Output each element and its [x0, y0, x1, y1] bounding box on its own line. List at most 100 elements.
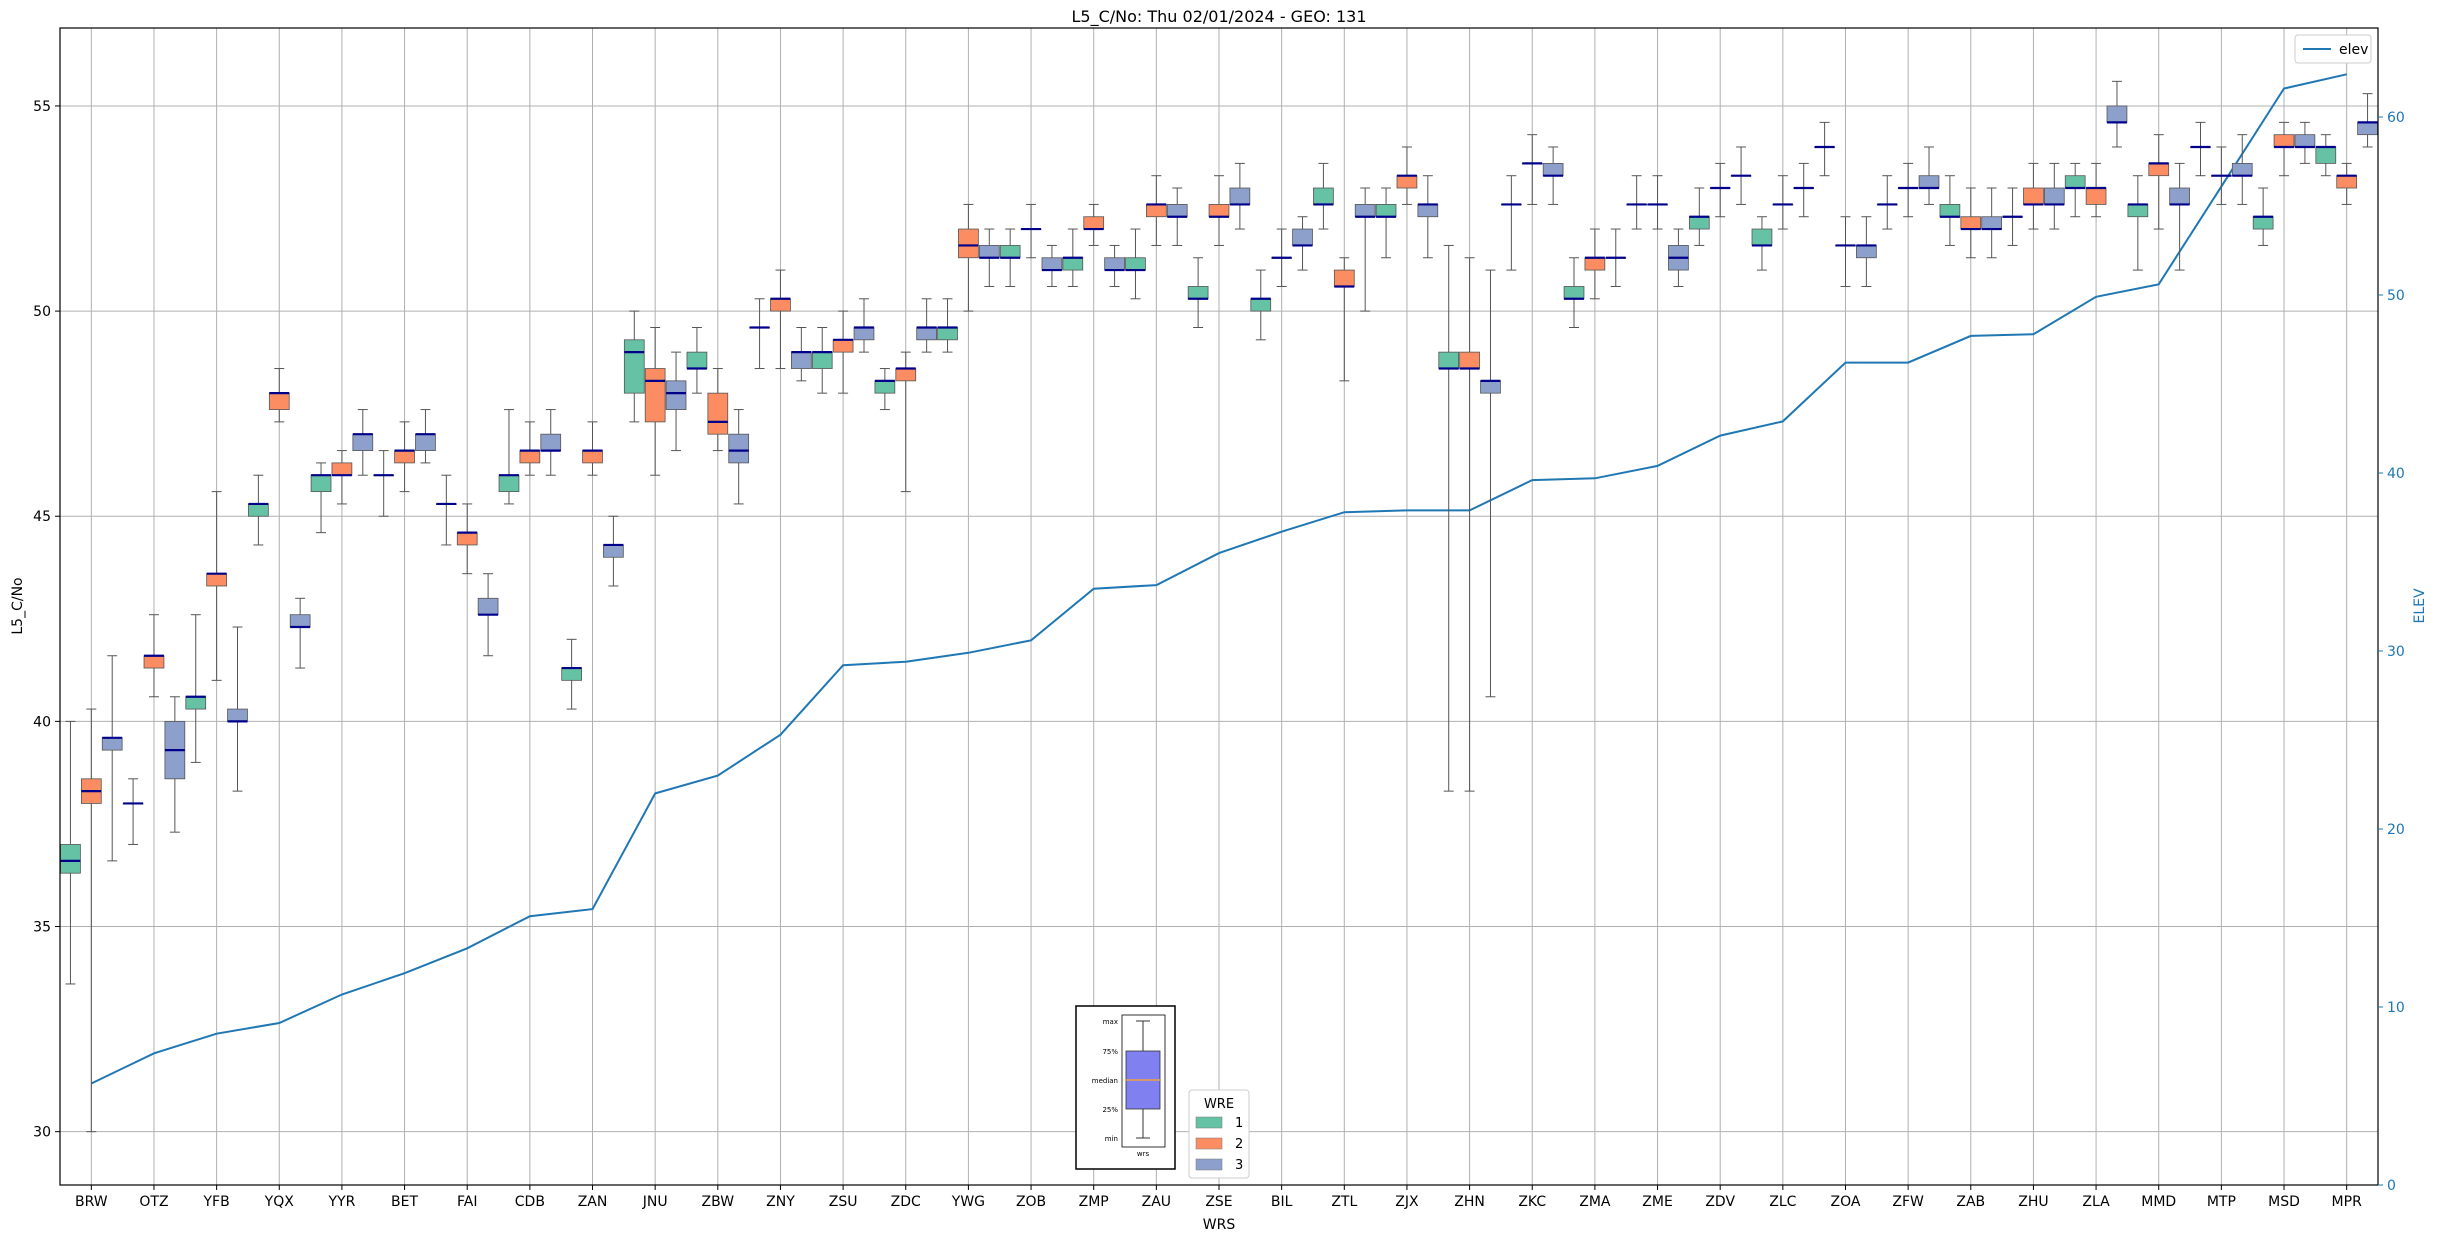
box-brw-wre3	[101, 655, 123, 862]
grid	[60, 28, 2378, 1185]
box-zlc-wre3	[1793, 162, 1815, 218]
box-zme-wre2	[1647, 175, 1668, 230]
box-mtp-wre1	[2190, 121, 2211, 177]
x-tick-label: ZAU	[1142, 1194, 1171, 1210]
box-body	[1146, 204, 1167, 218]
y2-tick-label: 20	[2387, 822, 2405, 838]
x-axis-label: WRS	[1203, 1217, 1236, 1233]
box-zdc-wre1	[874, 368, 896, 411]
box-zdc-wre3	[916, 298, 937, 353]
box-mtp-wre3	[2231, 134, 2253, 205]
x-tick-label: ZDV	[1705, 1194, 1735, 1210]
box-zny-wre1	[749, 298, 770, 370]
x-tick-label: MSD	[2268, 1194, 2300, 1210]
x-tick-label: MPR	[2332, 1194, 2363, 1210]
box-body	[916, 327, 937, 341]
x-tick-label: ZOB	[1016, 1194, 1046, 1210]
box-mpr-wre2	[2336, 162, 2358, 205]
x-tick-label: MTP	[2207, 1194, 2236, 1210]
box-body	[644, 368, 666, 423]
box-otz-wre1	[122, 778, 144, 845]
x-tick-label: FAI	[457, 1194, 477, 1210]
x-tick-label: ZBW	[702, 1194, 735, 1210]
box-body	[2023, 187, 2044, 205]
x-tick-label: ZLC	[1769, 1194, 1796, 1210]
box-body	[477, 597, 499, 616]
box-body	[268, 392, 290, 410]
boxes	[60, 80, 2378, 1133]
wre-legend-swatch-3	[1195, 1158, 1223, 1171]
box-zob-wre1	[999, 228, 1021, 287]
box-body	[1459, 351, 1480, 369]
x-tick-label: ZHU	[2018, 1194, 2048, 1210]
wre-legend-label-3: 3	[1235, 1158, 1243, 1173]
box-zob-wre2	[1020, 203, 1042, 259]
x-tick-label: ZAN	[578, 1194, 608, 1210]
box-body	[561, 667, 582, 681]
box-body	[1083, 216, 1105, 230]
boxplot-key: max 75% median 25% min wrs	[1075, 1005, 1176, 1170]
box-jnu-wre1	[623, 310, 645, 423]
box-body	[707, 392, 729, 435]
box-bet-wre2	[394, 421, 415, 493]
y-tick-label: 30	[33, 1125, 51, 1141]
box-body	[1354, 204, 1376, 218]
box-mmd-wre1	[2127, 175, 2149, 271]
box-bil-wre1	[1250, 269, 1272, 341]
y2-tick-label: 40	[2387, 466, 2405, 482]
box-body	[2127, 204, 2149, 218]
box-zhn-wre1	[1438, 244, 1460, 792]
box-body	[1187, 286, 1209, 300]
box-body	[978, 245, 1000, 259]
x-tick-label: ZTL	[1331, 1194, 1357, 1210]
y2-tick-label: 10	[2387, 1000, 2405, 1016]
box-body	[498, 474, 520, 493]
x-tick-label: ZSU	[829, 1194, 858, 1210]
wre-legend-frame	[1188, 1089, 1250, 1179]
box-body	[101, 737, 123, 751]
box-yfb-wre2	[206, 491, 227, 681]
box-body	[1584, 257, 1606, 271]
box-zla-wre1	[2064, 162, 2086, 218]
box-body	[1688, 216, 1710, 230]
box-zse-wre1	[1187, 257, 1209, 329]
box-zhu-wre1	[2002, 187, 2023, 246]
box-zse-wre2	[1208, 175, 1230, 246]
box-body	[227, 708, 248, 722]
box-zob-wre3	[1041, 244, 1063, 287]
boxplot-key-xlabel: wrs	[1137, 1150, 1150, 1158]
box-zsu-wre1	[811, 327, 833, 394]
box-fai-wre3	[477, 573, 499, 657]
box-zab-wre3	[1981, 187, 2003, 259]
x-tick-label: ZFW	[1892, 1194, 1924, 1210]
box-body	[2085, 187, 2107, 205]
box-yqx-wre2	[268, 368, 290, 423]
box-body	[853, 327, 875, 341]
box-otz-wre2	[143, 614, 165, 698]
box-body	[2252, 216, 2274, 230]
box-fai-wre1	[435, 474, 457, 546]
y2-tick-label: 0	[2387, 1178, 2396, 1194]
box-zlc-wre1	[1751, 216, 1773, 271]
box-body	[686, 351, 708, 369]
box-body	[1480, 380, 1501, 394]
box-zan-wre2	[582, 421, 603, 476]
box-body	[143, 655, 165, 669]
x-tick-label: OTZ	[139, 1194, 168, 1210]
box-zsu-wre2	[832, 310, 854, 394]
x-tick-label: ZSE	[1205, 1194, 1232, 1210]
wre-legend-label-2: 2	[1235, 1137, 1243, 1152]
box-body	[540, 433, 562, 451]
x-tick-label: BIL	[1271, 1194, 1293, 1210]
box-zbw-wre2	[707, 368, 729, 452]
box-body	[1250, 298, 1272, 312]
box-zfw-wre2	[1897, 162, 1919, 218]
box-zoa-wre3	[1856, 216, 1877, 287]
box-body	[1166, 204, 1188, 218]
y-axis-label: L5_C/No	[10, 577, 26, 634]
box-body	[206, 573, 227, 587]
box-zbw-wre3	[728, 409, 750, 505]
box-body	[811, 351, 833, 369]
box-cdb-wre2	[519, 421, 541, 476]
box-body	[2273, 134, 2295, 148]
